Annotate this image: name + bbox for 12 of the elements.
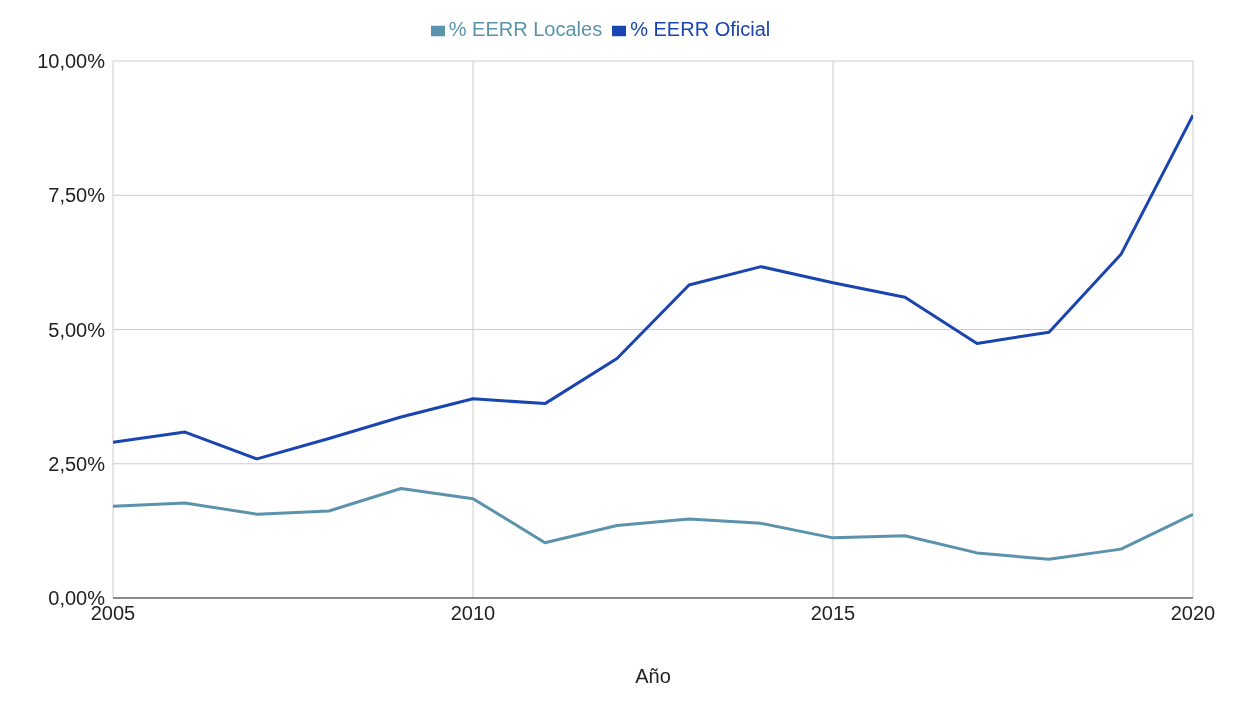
- y-tick-label: 7,50%: [48, 184, 106, 207]
- y-tick-label: 10,00%: [37, 50, 106, 73]
- line-series: [113, 113, 1193, 461]
- y-tick-label: 5,00%: [48, 318, 106, 341]
- legend-label: % EERR Locales: [448, 18, 603, 40]
- x-tick-label: 2015: [810, 602, 856, 625]
- x-tick-label: 2020: [1170, 602, 1216, 625]
- line-series: [113, 486, 1193, 561]
- legend-label: % EERR Oficial: [630, 18, 771, 40]
- x-axis-title: Año: [635, 665, 671, 687]
- x-tick-label: 2010: [450, 602, 496, 625]
- y-tick-label: 2,50%: [48, 452, 106, 475]
